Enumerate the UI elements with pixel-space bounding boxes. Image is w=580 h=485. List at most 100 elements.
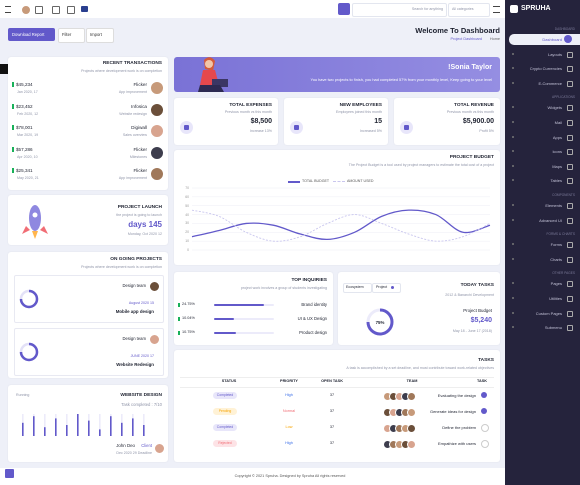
today-amount: $5,240: [470, 317, 492, 324]
legend-label: TOTAL BUDGET: [302, 179, 330, 183]
tab-label[interactable]: Ecosystem: [346, 285, 364, 289]
sidebar-item[interactable]: Advanced UI: [539, 217, 562, 223]
trend-arrow: [12, 168, 14, 173]
budget-card: [174, 150, 500, 265]
toolbar-button-text[interactable]: Download Report: [12, 32, 45, 37]
tab: [372, 283, 401, 293]
sidebar-item[interactable]: Custom Pages: [535, 310, 562, 316]
task-status: Completed: [216, 393, 234, 397]
category-select-text[interactable]: All categories: [452, 7, 474, 11]
sidebar-icon: [567, 66, 573, 73]
tab-label[interactable]: Project: [376, 285, 388, 289]
bar: [44, 427, 46, 436]
task-check: [481, 440, 489, 448]
project-date: JUNE 2020 17: [130, 354, 154, 358]
card-subtitle: the project is going to launch: [116, 213, 162, 217]
stat-card: [394, 98, 500, 145]
graphic: [22, 205, 48, 239]
task-check: [481, 424, 489, 432]
sidebar-item[interactable]: Crypto Currencies: [529, 66, 562, 72]
toolbar-button[interactable]: [86, 28, 114, 43]
table-header: STATUS: [221, 379, 237, 383]
transaction-date: Apr 2020, 10: [17, 154, 38, 159]
sidebar-item[interactable]: Forms: [550, 242, 562, 248]
task-name: Evaluating the design: [437, 393, 476, 398]
sidebar-item[interactable]: E-Commerce: [538, 80, 562, 86]
sidebar-item[interactable]: Dashboard: [542, 37, 562, 42]
task-open: 37: [329, 409, 335, 413]
trend-arrow: [178, 317, 180, 321]
sidebar-icon: [567, 325, 573, 332]
header-icon: [67, 6, 75, 14]
avatar: [153, 442, 165, 454]
bar: [88, 420, 90, 436]
toolbar-button[interactable]: [8, 28, 55, 41]
task-name: Empathize with users: [437, 441, 476, 446]
sidebar-item[interactable]: Utilities: [549, 296, 562, 301]
card-subtitle: A task is accomplished by a set deadline…: [346, 366, 494, 370]
breadcrumb-item[interactable]: Home: [489, 37, 500, 41]
toolbar-button[interactable]: [58, 28, 85, 43]
toolbar-button-text[interactable]: Filter: [62, 32, 72, 37]
sidebar-item[interactable]: Widgets: [547, 105, 562, 111]
sidebar-icon: [567, 178, 573, 185]
settings-toggle: [0, 64, 10, 74]
sidebar-item[interactable]: Icons: [552, 149, 562, 155]
inquiry-value: 10.04%: [182, 316, 195, 320]
sidebar-item[interactable]: Maps: [552, 163, 562, 169]
transaction-detail: Milestones: [129, 154, 147, 159]
graphic: [198, 57, 228, 92]
stat-value: 15: [374, 118, 382, 125]
toolbar-button-text[interactable]: Import: [90, 32, 102, 37]
sidebar-icon: [567, 242, 573, 249]
logo: [510, 5, 518, 13]
website-deadline: Dec 2020 29 Deadline: [116, 451, 152, 455]
y-tick-label: 10: [185, 239, 189, 244]
card-title: TASKS: [478, 358, 494, 363]
transaction-name: Digiwall: [131, 125, 147, 130]
sidebar-item[interactable]: Charts: [550, 256, 562, 262]
sidebar-item[interactable]: Pages: [550, 281, 562, 287]
task-priority: High: [285, 441, 293, 445]
card-subtitle: 2012 & Banarchi Development: [445, 293, 494, 297]
bar: [33, 416, 35, 436]
breadcrumb-item[interactable]: Project Dashboard: [450, 37, 482, 41]
transaction-date: Mar 2020, 19: [17, 133, 39, 137]
task-check: [481, 392, 487, 398]
sidebar-item[interactable]: Elements: [545, 203, 562, 208]
task-open: 37: [329, 425, 335, 429]
active-icon: [564, 35, 572, 43]
search-placeholder[interactable]: Search for anything: [411, 7, 443, 11]
avatar: [406, 391, 416, 401]
today-date: May 18 - June 17 (2018): [452, 329, 492, 333]
sidebar-section: DASHBOARD: [554, 27, 575, 31]
sidebar-item[interactable]: Layouts: [547, 51, 562, 57]
brand: SPRUHA: [521, 5, 551, 12]
top-bar: [0, 0, 505, 18]
back-to-top[interactable]: [5, 469, 14, 478]
sidebar-arrow: [512, 326, 514, 329]
card-subtitle: Projects where development work is on co…: [81, 69, 162, 73]
sidebar-item[interactable]: Tables: [550, 178, 562, 184]
sidebar-icon: [567, 134, 573, 141]
sidebar-section: COMPONENTS: [552, 193, 575, 197]
sidebar-item[interactable]: Apps: [552, 134, 562, 140]
sidebar-arrow: [512, 282, 514, 285]
stat-title: TOTAL REVENUE: [454, 103, 494, 108]
trend-arrow: [178, 331, 180, 335]
sidebar-arrow: [512, 67, 514, 70]
inquiry-bar: [214, 304, 264, 306]
sidebar-arrow: [512, 106, 514, 109]
sidebar-icon: [567, 105, 573, 112]
transaction-amount: $78,001: [16, 125, 33, 130]
sidebar-icon: [567, 163, 573, 170]
stat-card: [284, 98, 388, 145]
sidebar-arrow: [512, 311, 514, 314]
stat-subtitle: Employees joined this month: [336, 110, 382, 114]
sidebar-item[interactable]: Mail: [554, 120, 562, 125]
search-button: [338, 3, 350, 15]
sidebar-item[interactable]: Submenu: [544, 325, 562, 331]
launch-date: Monday, Oct 2020 12: [127, 232, 162, 236]
project-name: Mobile app design: [115, 309, 154, 314]
bar: [132, 418, 134, 436]
